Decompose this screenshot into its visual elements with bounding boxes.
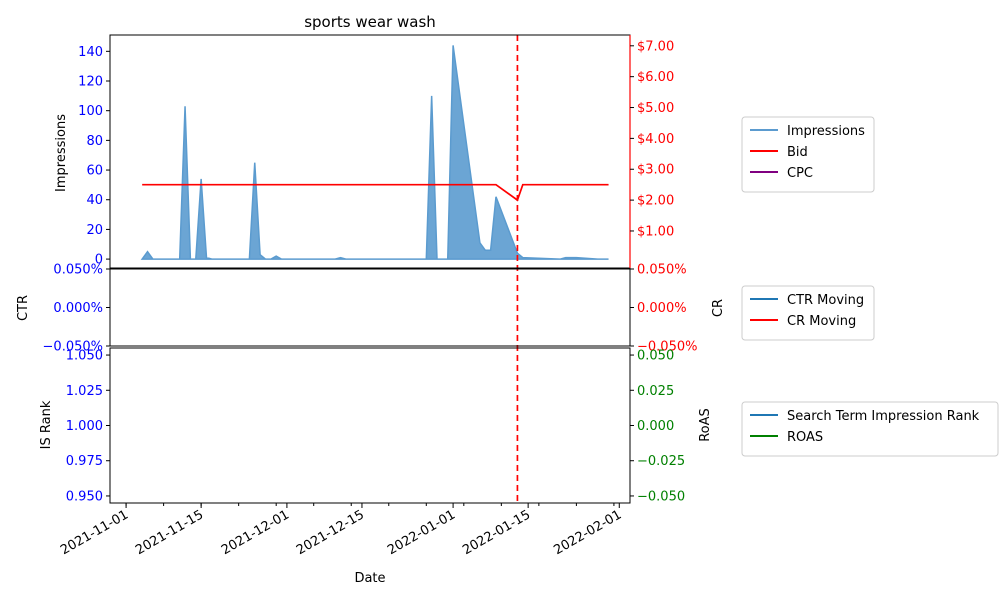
top-right-tick-label: $3.00: [637, 163, 674, 178]
top-right-tick-label: $4.00: [637, 132, 674, 147]
top-right-tick-label: $2.00: [637, 194, 674, 209]
x-tick-label: 2022-01-01: [385, 507, 458, 558]
legend-label: ROAS: [787, 430, 823, 445]
legend-label: Impressions: [787, 124, 865, 139]
mid-left-axis-label: CTR: [16, 295, 31, 321]
bot-right-tick-label: 0.000: [637, 419, 674, 434]
legend-label: Bid: [787, 145, 808, 160]
top-left-tick-label: 140: [78, 45, 103, 60]
bot-panel-frame: [109, 347, 631, 504]
bid-line: [142, 183, 609, 202]
x-tick-label: 2021-11-15: [133, 507, 206, 558]
mid-right-tick-label: −0.050%: [637, 340, 697, 355]
top-left-tick-label: 120: [78, 75, 103, 90]
bot-right-tick-label: −0.050: [637, 489, 685, 504]
bot-right-tick-label: 0.025: [637, 384, 674, 399]
x-tick-label: 2022-01-15: [460, 507, 533, 558]
mid-right-tick-label: 0.000%: [637, 301, 687, 316]
top-left-tick-label: 40: [86, 193, 103, 208]
top-left-tick-label: 20: [86, 223, 103, 238]
legend-label: Search Term Impression Rank: [787, 409, 980, 424]
top-left-tick-label: 60: [86, 164, 103, 179]
top-right-tick-label: $1.00: [637, 224, 674, 239]
top-legend: [741, 116, 875, 193]
top-right-tick-label: $7.00: [637, 39, 674, 54]
impressions-area: [140, 45, 609, 260]
bot-right-axis-label: RoAS: [698, 408, 713, 442]
bot-legend: [741, 401, 999, 457]
mid-panel-frame: [109, 268, 631, 347]
top-right-tick-label: $6.00: [637, 70, 674, 85]
legend-label: CR Moving: [787, 314, 856, 329]
top-left-tick-label: 100: [78, 104, 103, 119]
bot-left-tick-label: 1.050: [66, 349, 103, 364]
legend-label: CPC: [787, 166, 813, 181]
mid-right-axis-label: CR: [711, 299, 726, 317]
mid-left-tick-label: 0.050%: [53, 263, 103, 278]
mid-left-tick-label: 0.000%: [53, 301, 103, 316]
top-left-axis-label: Impressions: [54, 114, 69, 192]
x-tick-label: 2021-12-15: [294, 507, 367, 558]
legend-label: CTR Moving: [787, 293, 864, 308]
bot-right-tick-label: −0.025: [637, 454, 685, 469]
bot-left-tick-label: 0.950: [66, 489, 103, 504]
x-axis-label: Date: [354, 571, 385, 586]
top-right-tick-label: $5.00: [637, 101, 674, 116]
bot-left-tick-label: 0.975: [66, 454, 103, 469]
mid-right-tick-label: 0.050%: [637, 263, 687, 278]
chart-title: sports wear wash: [304, 13, 436, 31]
bot-left-axis-label: IS Rank: [39, 400, 54, 449]
bot-right-tick-label: 0.050: [637, 349, 674, 364]
x-tick-label: 2022-02-01: [551, 507, 624, 558]
mid-left-tick-label: −0.050%: [43, 340, 103, 355]
x-tick-label: 2021-12-01: [219, 507, 292, 558]
top-left-tick-label: 80: [86, 134, 103, 149]
bot-left-tick-label: 1.000: [66, 419, 103, 434]
top-left-tick-label: 0: [95, 253, 103, 268]
bot-left-tick-label: 1.025: [66, 384, 103, 399]
x-tick-label: 2021-11-01: [58, 507, 131, 558]
